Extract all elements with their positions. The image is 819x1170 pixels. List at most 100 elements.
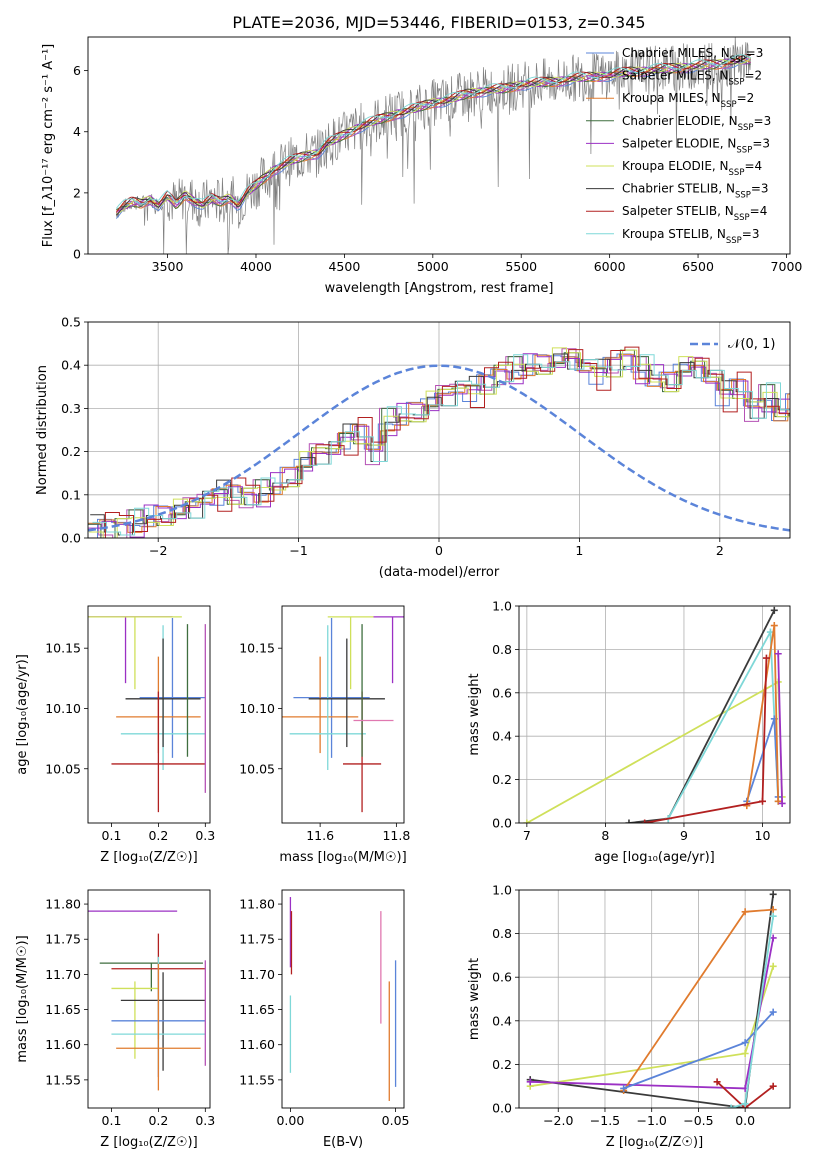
age_vs_Z-xtick-label: 0.3 — [195, 828, 215, 843]
residuals-ytick-label: 0.0 — [61, 531, 81, 546]
massweight_vs_Z-ytick-label: 0.8 — [492, 926, 512, 941]
mass_vs_ebv-ytick-label: 11.55 — [239, 1072, 275, 1087]
mass_vs_ebv-xtick-label: 0.00 — [276, 1113, 304, 1128]
massweight_vs_Z-plot-area — [526, 890, 777, 1108]
spectrum-ytick-label: 6 — [73, 63, 81, 78]
age_vs_Z-plot-area — [88, 616, 206, 813]
legend-label-kroupa_stelib: Kroupa STELIB, NSSP=3 — [622, 227, 760, 246]
massweight_vs_Z-point-kroupa_stelib — [727, 1104, 735, 1108]
massweight_vs_age-xtick-label: 9 — [680, 828, 688, 843]
massweight_vs_age-ytick-label: 0.0 — [492, 816, 512, 831]
figure-title: PLATE=2036, MJD=53446, FIBERID=0153, z=0… — [232, 13, 645, 32]
massweight_vs_Z-point-kroupa_elodie — [769, 962, 777, 970]
spectrum-plot-area — [115, 37, 752, 254]
mass_vs_Z-ylabel: mass [log₁₀(M/M☉)] — [15, 935, 30, 1062]
massweight_vs_age-frame — [518, 605, 791, 824]
massweight_vs_Z-panel: −2.0 −1.5 −1.0 −0.5 0.0 0.0 0.2 0.4 0.6 0.8 1.0 Z [… — [467, 883, 791, 1150]
massweight_vs_Z-point-kroupa_miles — [769, 906, 777, 914]
legend-label-salpeter_stelib: Salpeter STELIB, NSSP=4 — [622, 204, 767, 223]
hist-step-kroupa_stelib — [92, 354, 790, 536]
residuals-ytick-label: 0.4 — [61, 358, 81, 373]
massweight_vs_Z-xlabel: Z [log₁₀(Z/Z☉)] — [606, 1135, 703, 1150]
massweight_vs_age-ytick-label: 0.8 — [492, 642, 512, 657]
massweight_vs_age-plot-area — [523, 606, 786, 823]
mass_vs_ebv-xtick-label: 0.05 — [382, 1113, 410, 1128]
hist-step-salpeter_stelib — [91, 346, 790, 538]
legend-label-kroupa_miles: Kroupa MILES, NSSP=2 — [622, 91, 754, 110]
residuals-xtick-label: −1 — [289, 543, 307, 558]
massweight_vs_Z-line-chabrier_stelib — [530, 894, 775, 1108]
mass_vs_Z-xlabel: Z [log₁₀(Z/Z☉)] — [100, 1135, 197, 1150]
age_vs_mass-panel: 11.6 11.8 10.05 10.10 10.15 mass [log₁₀(M/M☉)… — [239, 605, 410, 865]
age_vs_Z-panel: 0.1 0.2 0.3 10.05 10.10 10.15 Z [log₁₀(Z/Z☉)] a… — [15, 605, 215, 865]
massweight_vs_age-point-chabrier_stelib — [625, 819, 633, 823]
residuals-ytick-label: 0.2 — [61, 444, 81, 459]
residuals-frame — [87, 321, 791, 539]
residuals-plot-area — [88, 346, 790, 538]
massweight_vs_Z-ylabel: mass weight — [467, 958, 482, 1040]
mass_vs_Z-ytick-label: 11.55 — [45, 1072, 81, 1087]
spectrum-panel: 3500 4000 4500 5000 5500 6000 6500 7000 0 2 4 6 wave… — [41, 36, 802, 296]
massweight_vs_Z-xtick-label: 0.0 — [735, 1113, 755, 1128]
massweight_vs_Z-point-kroupa_elodie — [741, 1050, 749, 1057]
residuals-ylabel: Normed distribution — [35, 365, 50, 495]
age_vs_mass-ytick-label: 10.05 — [239, 761, 275, 776]
mass_vs_Z-panel: 0.1 0.2 0.3 11.55 11.60 11.65 11.70 11.75 11.80 Z… — [15, 889, 215, 1150]
spectrum-model-salpeter_miles — [115, 58, 751, 216]
mass_vs_ebv-ytick-label: 11.75 — [239, 932, 275, 947]
age_vs_mass-xlabel: mass [log₁₀(M/M☉)] — [279, 850, 406, 865]
mass_vs_Z-ytick-label: 11.65 — [45, 1002, 81, 1017]
mass_vs_Z-ytick-label: 11.60 — [45, 1037, 81, 1052]
legend-label-salpeter_elodie: Salpeter ELODIE, NSSP=3 — [622, 136, 770, 155]
massweight_vs_age-xtick-label: 10 — [755, 828, 771, 843]
spectrum-ytick-label: 4 — [73, 124, 81, 139]
massweight_vs_age-xtick-label: 7 — [523, 828, 531, 843]
massweight_vs_Z-ytick-label: 1.0 — [492, 883, 512, 898]
massweight_vs_Z-point-salpeter_elodie — [526, 1078, 534, 1086]
massweight_vs_age-point-salpeter_elodie — [774, 650, 782, 658]
massweight_vs_Z-xtick-label: −1.5 — [590, 1113, 620, 1128]
age_vs_Z-frame — [87, 605, 211, 824]
gaussian-curve — [88, 364, 790, 532]
mass_vs_Z-xtick-label: 0.1 — [102, 1113, 122, 1128]
massweight_vs_age-point-kroupa_miles — [774, 797, 782, 805]
age_vs_Z-ytick-label: 10.10 — [45, 701, 81, 716]
legend-label-kroupa_elodie: Kroupa ELODIE, NSSP=4 — [622, 159, 762, 178]
massweight_vs_Z-ytick-label: 0.4 — [492, 1013, 512, 1028]
massweight_vs_age-ytick-label: 0.6 — [492, 685, 512, 700]
massweight_vs_Z-point-chabrier_miles — [620, 1084, 628, 1092]
age_vs_Z-xlabel: Z [log₁₀(Z/Z☉)] — [100, 850, 197, 865]
legend-label-chabrier_miles: Chabrier MILES, NSSP=3 — [622, 46, 763, 65]
age_vs_Z-xtick-label: 0.1 — [102, 828, 122, 843]
residuals-xtick-label: 1 — [575, 543, 583, 558]
age_vs_mass-xtick-label: 11.6 — [306, 828, 334, 843]
residuals-panel: −2 −1 0 1 2 0.0 0.1 0.2 0.3 0.4 0.5 (data-model)/er… — [35, 315, 791, 580]
mass_vs_ebv-ytick-label: 11.70 — [239, 967, 275, 982]
massweight_vs_Z-point-kroupa_miles — [741, 908, 749, 916]
massweight_vs_Z-point-kroupa_stelib — [769, 912, 777, 920]
massweight_vs_Z-point-chabrier_stelib — [769, 890, 777, 898]
age_vs_mass-xtick-label: 11.8 — [382, 828, 410, 843]
spectrum-data-line — [115, 37, 752, 254]
spectrum-model-salpeter_elodie — [116, 58, 751, 212]
age_vs_mass-ytick-label: 10.15 — [239, 641, 275, 656]
residuals-xtick-label: −2 — [149, 543, 167, 558]
residuals-ytick-label: 0.5 — [61, 315, 81, 330]
residuals-xlabel: (data-model)/error — [379, 565, 500, 580]
mass_vs_Z-xtick-label: 0.3 — [195, 1113, 215, 1128]
mass_vs_Z-plot-area — [88, 910, 206, 1091]
residuals-xtick-label: 0 — [435, 543, 443, 558]
mass_vs_ebv-ytick-label: 11.80 — [239, 897, 275, 912]
mass_vs_Z-ytick-label: 11.70 — [45, 967, 81, 982]
legend-label-salpeter_miles: Salpeter MILES, NSSP=2 — [622, 69, 762, 88]
massweight_vs_age-point-salpeter_stelib — [641, 819, 649, 823]
spectrum-ytick-label: 0 — [73, 247, 81, 262]
mass_vs_Z-frame — [87, 889, 211, 1109]
age_vs_Z-xtick-label: 0.2 — [148, 828, 168, 843]
massweight_vs_age-point-kroupa_elodie — [523, 819, 531, 823]
massweight_vs_age-ytick-label: 1.0 — [492, 599, 512, 614]
mass_vs_ebv-panel: 0.00 0.05 11.55 11.60 11.65 11.70 11.75 11.80 E(… — [239, 889, 410, 1150]
massweight_vs_age-point-salpeter_elodie — [778, 799, 786, 807]
age_vs_Z-ytick-label: 10.05 — [45, 761, 81, 776]
mass_vs_ebv-ytick-label: 11.65 — [239, 1002, 275, 1017]
